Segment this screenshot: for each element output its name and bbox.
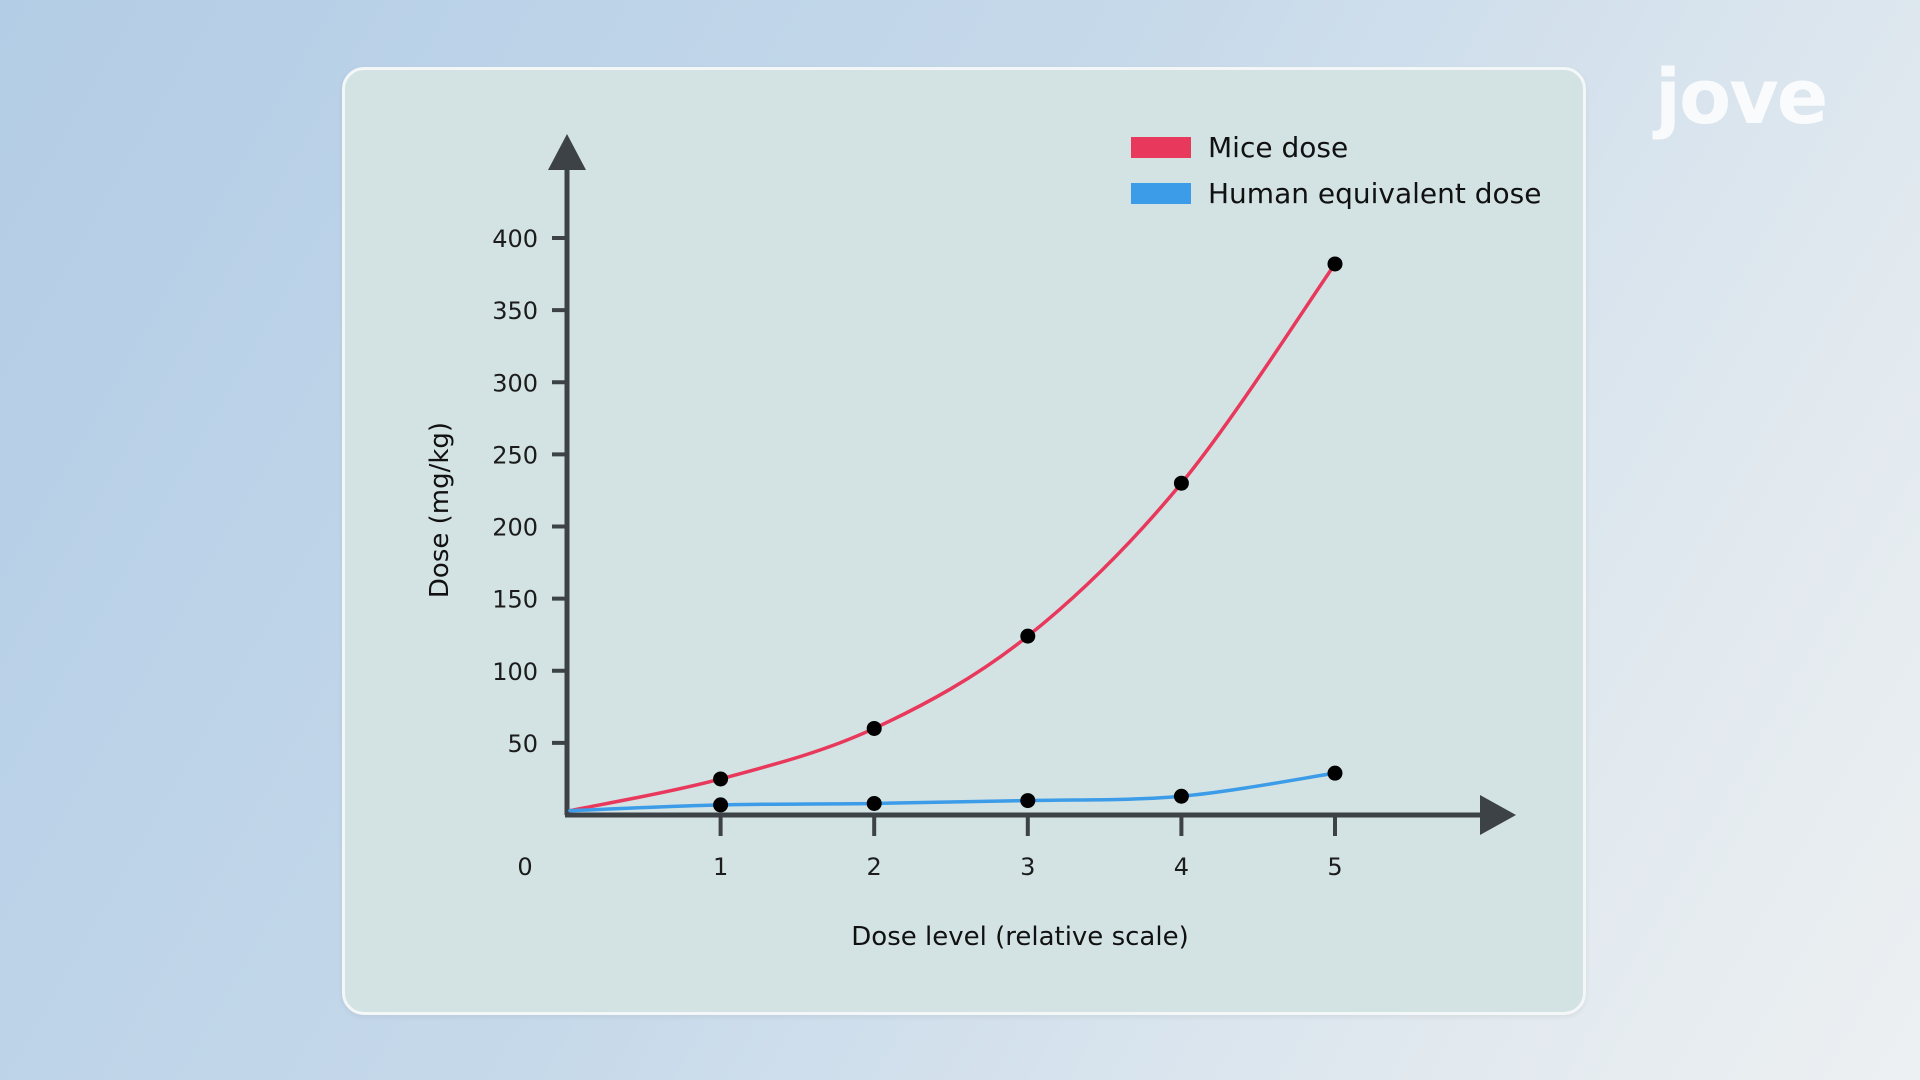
data-point-mice (1327, 256, 1343, 272)
origin-label: 0 (517, 853, 532, 881)
y-tick-label: 350 (492, 297, 538, 325)
y-tick-label: 200 (492, 514, 538, 542)
y-tick-label: 50 (507, 730, 538, 758)
y-tick-label: 150 (492, 586, 538, 614)
data-point-mice (866, 720, 882, 736)
y-tick-label: 300 (492, 369, 538, 397)
y-tick-label: 100 (492, 658, 538, 686)
data-point-human (713, 797, 729, 813)
legend-swatch-mice (1131, 137, 1191, 158)
jove-logo: jove (1655, 52, 1828, 141)
x-tick-label: 4 (1174, 853, 1189, 881)
data-point-human (866, 795, 882, 811)
legend: Mice dose Human equivalent dose (1131, 131, 1541, 210)
data-point-mice (1173, 475, 1189, 491)
y-axis-arrow (548, 134, 586, 170)
data-point-mice (713, 771, 729, 787)
series-line-mice (568, 262, 1337, 813)
x-tick-label: 1 (713, 853, 728, 881)
legend-label-human: Human equivalent dose (1208, 177, 1541, 210)
x-tick-label: 5 (1327, 853, 1342, 881)
x-axis-title: Dose level (relative scale) (851, 922, 1188, 952)
data-point-human (1020, 793, 1036, 809)
data-point-human (1173, 788, 1189, 804)
y-tick-label: 400 (492, 225, 538, 253)
x-tick-label: 2 (867, 853, 882, 881)
y-axis-title: Dose (mg/kg) (425, 422, 455, 598)
legend-label-mice: Mice dose (1208, 131, 1348, 164)
x-axis-arrow (1480, 795, 1516, 835)
legend-swatch-human (1131, 183, 1191, 204)
data-point-human (1327, 765, 1343, 781)
data-point-mice (1020, 628, 1036, 644)
chart-card (342, 67, 1586, 1015)
y-tick-label: 250 (492, 441, 538, 469)
x-tick-label: 3 (1020, 853, 1035, 881)
series-line-human (568, 771, 1337, 813)
